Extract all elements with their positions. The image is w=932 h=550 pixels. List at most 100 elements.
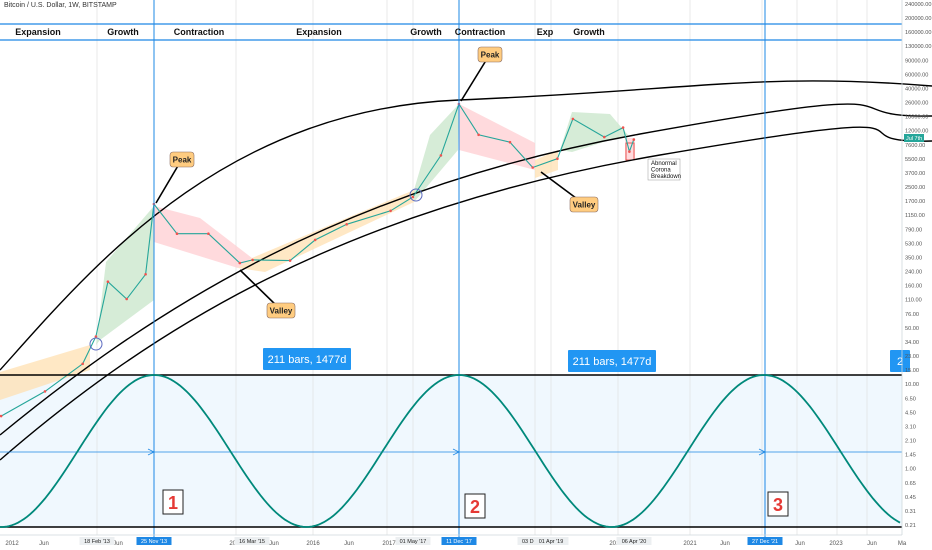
phase-label: Growth (573, 27, 605, 37)
y-tick-label: 6.50 (905, 396, 916, 402)
y-tick-label: 90000.00 (905, 58, 928, 64)
breakout-circle (89, 337, 103, 351)
note-line: Breakdown (651, 174, 681, 180)
y-tick-label: 4.50 (905, 410, 916, 416)
y-tick-label: 240.00 (905, 270, 922, 276)
price-point (0, 414, 3, 418)
y-tick-label: 0.31 (905, 509, 916, 515)
callout-box (266, 302, 296, 319)
price-point (313, 238, 317, 242)
y-tick-label: 130000.00 (905, 44, 931, 50)
price-point (144, 273, 147, 276)
date-flag-label: 25 Nov '13 (141, 539, 167, 545)
bars-box (263, 348, 351, 370)
x-tick-label: 2020 (609, 541, 623, 547)
price-point (603, 135, 606, 139)
mid-arrow (147, 448, 155, 456)
y-tick-label: 350.00 (905, 255, 922, 261)
price-point (207, 232, 210, 235)
price-tag-label: Jul 7th (906, 136, 922, 142)
date-flag-label: 18 Feb '13 (84, 539, 110, 545)
y-tick-label: 7600.00 (905, 143, 925, 149)
price-point (238, 261, 242, 265)
y-tick-label: 10.00 (905, 382, 919, 388)
price-point (389, 209, 392, 213)
y-tick-label: 23.00 (905, 354, 919, 360)
y-tick-label: 0.21 (905, 523, 916, 529)
price-point (125, 297, 128, 301)
x-tick-label: Jun (867, 541, 877, 547)
bars-box-label: 2 (897, 356, 903, 368)
price-point (43, 390, 47, 393)
growth-fill (414, 104, 459, 202)
date-flag-box (234, 537, 270, 545)
y-tick-label: 200000.00 (905, 16, 931, 22)
price-tag (904, 134, 924, 142)
x-tick-label: Jun (269, 541, 279, 547)
y-tick-label: 34.00 (905, 340, 919, 346)
y-tick-label: 1.45 (905, 453, 916, 459)
date-flag-label: 11 Dec '17 (446, 539, 472, 545)
y-tick-label: 50.00 (905, 326, 919, 332)
phase-label: Expansion (296, 27, 342, 37)
grid-layer (0, 0, 902, 535)
growth-fill (96, 206, 154, 345)
date-flag-box (441, 537, 477, 545)
x-tick-label: 2012 (5, 541, 19, 547)
price-point (345, 223, 349, 226)
y-tick-label: 60000.00 (905, 72, 928, 78)
price-point (106, 280, 110, 284)
price-point (556, 157, 559, 160)
y-tick-label: 790.00 (905, 227, 922, 233)
date-flag-box (136, 537, 172, 545)
y-tick-label: 40000.00 (905, 86, 928, 92)
price-point (175, 232, 179, 235)
x-tick-label: 2021 (683, 541, 697, 547)
date-flag-label: 01 Apr '19 (539, 539, 564, 545)
y-tick-label: 2.10 (905, 439, 916, 445)
y-tick-label: 76.00 (905, 312, 919, 318)
mid-arrow (758, 448, 766, 456)
y-tick-label: 1700.00 (905, 199, 925, 205)
price-point (628, 150, 631, 153)
y-tick-label: 240000.00 (905, 2, 931, 8)
price-point (477, 133, 480, 137)
y-tick-label: 530.00 (905, 241, 922, 247)
cycle-number-box (464, 493, 486, 519)
oscillator-background (0, 375, 902, 527)
price-point (439, 154, 443, 157)
bars-box-label: 211 bars, 1477d (573, 356, 652, 368)
price-point (81, 362, 84, 366)
note-box (647, 158, 681, 181)
price-point (251, 258, 254, 262)
arc-layer (0, 80, 932, 461)
bars-box (890, 350, 910, 372)
date-flag-label: 27 Dec '21 (752, 539, 778, 545)
arc-channel-lower (0, 126, 932, 461)
y-tick-label: 160.00 (905, 284, 922, 290)
date-flag-label: 01 May '17 (400, 539, 427, 545)
x-tick-label: Jun (344, 541, 354, 547)
bars-box (568, 350, 656, 372)
callout-label: Peak (481, 51, 500, 60)
contraction-fill (154, 206, 252, 268)
y-tick-label: 160000.00 (905, 30, 931, 36)
cycle-sine-wave (0, 374, 901, 528)
phase-label: Growth (410, 27, 442, 37)
y-tick-label: 5500.00 (905, 157, 925, 163)
cycle-number-box (162, 489, 184, 515)
price-point (508, 140, 512, 144)
phase-label: Contraction (174, 27, 225, 37)
phase-label: Expansion (15, 27, 61, 37)
y-tick-label: 2500.00 (905, 185, 925, 191)
callout-label: Peak (173, 156, 192, 165)
callout-label: Valley (270, 307, 293, 316)
date-flag-box (747, 537, 783, 545)
date-flag-box (79, 537, 115, 545)
price-point (571, 117, 575, 121)
price-point (632, 138, 636, 141)
expansion-fill (0, 345, 90, 400)
